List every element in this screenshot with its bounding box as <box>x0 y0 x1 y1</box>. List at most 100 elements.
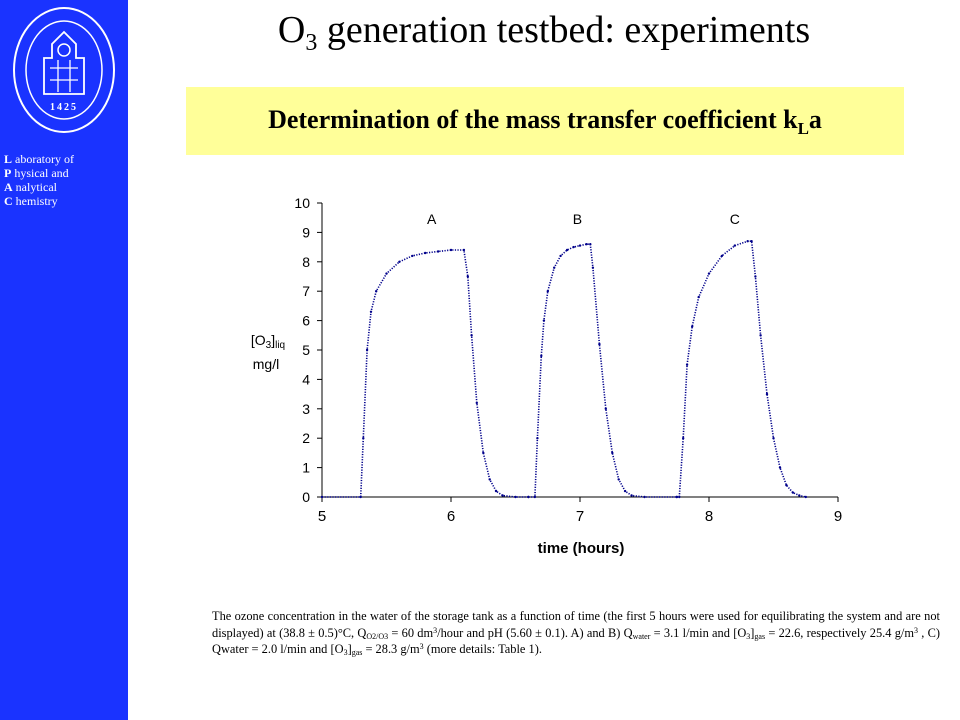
data-point <box>617 478 620 481</box>
data-point <box>536 437 539 440</box>
data-point <box>778 466 782 469</box>
data-point <box>746 240 749 243</box>
data-point <box>375 290 378 293</box>
data-point <box>369 310 373 313</box>
data-point <box>359 495 362 499</box>
data-point <box>559 254 562 258</box>
data-point <box>565 248 569 252</box>
y-tick-label: 10 <box>294 195 310 211</box>
x-tick-label: 7 <box>576 508 584 525</box>
data-point <box>540 354 543 358</box>
data-point <box>678 495 681 499</box>
x-axis-label: time (hours) <box>538 540 625 557</box>
lab-name: L aboratory of P hysical and A nalytical… <box>4 152 126 208</box>
y-tick-label: 0 <box>302 489 310 505</box>
x-tick-label: 6 <box>447 508 455 525</box>
y-axis-unit: mg/l <box>253 356 279 372</box>
subtitle: Determination of the mass transfer coeff… <box>268 105 822 138</box>
data-point <box>798 494 801 497</box>
data-point <box>611 451 614 455</box>
data-point <box>585 243 588 246</box>
page-title: O3 generation testbed: experiments <box>277 9 811 56</box>
data-point <box>362 437 365 440</box>
x-tick-label: 8 <box>705 508 713 525</box>
data-point <box>514 495 517 499</box>
data-point <box>553 266 556 269</box>
y-tick-label: 8 <box>302 254 310 270</box>
data-point <box>720 254 724 258</box>
y-tick-label: 6 <box>302 313 310 329</box>
data-point <box>533 495 537 499</box>
data-point <box>398 260 401 263</box>
data-point <box>804 495 807 499</box>
data-point <box>385 272 388 275</box>
data-point <box>589 243 592 246</box>
data-point <box>623 489 627 493</box>
data-point <box>470 334 473 337</box>
lab-name-line-1: L aboratory of <box>4 152 74 166</box>
data-point <box>604 407 607 410</box>
y-tick-label: 7 <box>302 283 310 299</box>
data-point <box>765 392 769 396</box>
y-tick-label: 2 <box>302 430 310 446</box>
lab-name-line-3: A nalytical <box>4 180 57 194</box>
data-point <box>546 290 549 293</box>
data-point <box>791 491 795 494</box>
data-point <box>707 272 711 275</box>
lab-name-line-2: P hysical and <box>4 166 69 180</box>
y-tick-label: 4 <box>302 371 310 387</box>
chart-marks <box>320 240 807 499</box>
y-tick-label: 1 <box>302 460 310 476</box>
data-point <box>750 240 753 243</box>
data-point <box>494 489 498 493</box>
data-point <box>643 495 646 499</box>
data-point <box>691 325 694 328</box>
data-point <box>591 266 595 269</box>
y-tick-label: 5 <box>302 342 310 358</box>
ozone-concentration-chart: 0 1 2 3 4 5 6 7 8 9 10 5 6 7 8 9 A B C [O3]liq mg/l time (… <box>251 195 842 557</box>
annotation-b: B <box>573 211 582 227</box>
series-3 <box>675 240 807 499</box>
data-point <box>754 275 757 278</box>
chart-axes: 0 1 2 3 4 5 6 7 8 9 10 5 6 7 8 9 A B C <box>294 195 842 525</box>
data-point <box>436 250 440 253</box>
data-point <box>598 342 601 346</box>
data-point <box>785 484 788 487</box>
data-point <box>475 401 478 405</box>
data-point <box>488 478 491 481</box>
data-point <box>682 437 685 440</box>
data-point <box>482 451 485 455</box>
sidebar: 1425 L aboratory of P hysical and A naly… <box>0 0 128 720</box>
university-seal-icon: 1425 <box>13 7 115 133</box>
x-tick-label: 9 <box>834 508 842 525</box>
data-point <box>772 437 775 440</box>
series-1 <box>320 248 530 499</box>
subtitle-box: Determination of the mass transfer coeff… <box>186 87 904 155</box>
data-point <box>501 494 504 497</box>
lab-name-line-4: C hemistry <box>4 194 58 208</box>
data-point <box>759 334 762 337</box>
x-tick-label: 5 <box>318 508 326 525</box>
y-tick-label: 3 <box>302 401 310 417</box>
data-point <box>542 319 546 322</box>
series-line <box>322 249 529 498</box>
data-point <box>365 348 369 352</box>
data-point <box>466 275 469 278</box>
figure-caption: The ozone concentration in the water of … <box>212 609 940 657</box>
seal-year: 1425 <box>50 102 78 113</box>
data-point <box>733 244 736 247</box>
data-point <box>320 495 324 499</box>
data-point <box>424 251 427 255</box>
y-tick-label: 9 <box>302 224 310 240</box>
data-point <box>527 495 530 499</box>
series-line <box>676 240 806 498</box>
data-point <box>411 254 414 258</box>
annotation-c: C <box>730 211 740 227</box>
series-2 <box>527 243 678 499</box>
data-point <box>630 494 633 497</box>
chart-labels: [O3]liq mg/l time (hours) <box>251 332 624 557</box>
data-point <box>449 248 453 252</box>
series-line <box>528 243 677 498</box>
data-point <box>578 244 582 247</box>
data-point <box>685 363 689 366</box>
